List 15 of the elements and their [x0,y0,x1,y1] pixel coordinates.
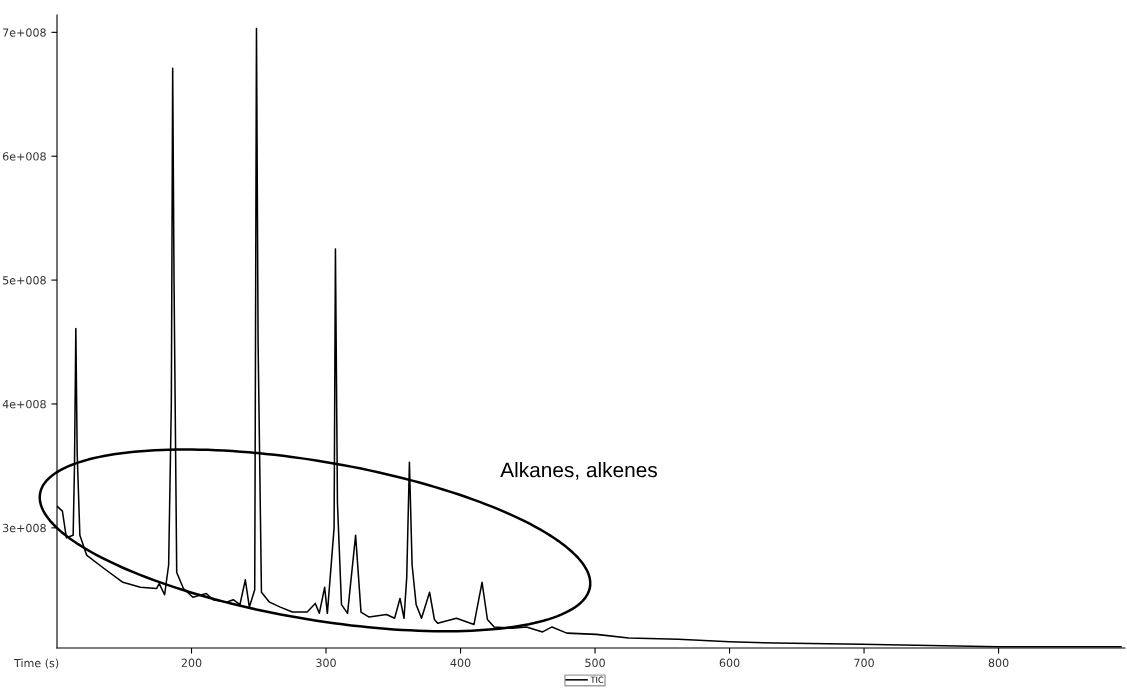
y-tick-label: 6e+008 [2,152,46,161]
x-axis-title: Time (s) [13,658,59,669]
y-tick-label: 5e+008 [3,276,46,285]
y-tick-label: 3e+008 [3,523,46,533]
x-tick-label: 600 [719,658,740,668]
x-tick-label: 400 [450,658,471,668]
x-tick-label: 500 [585,658,605,668]
legend-label: TIC [590,676,604,683]
y-tick-label: 7e+008 [3,28,46,37]
x-tick-label: 300 [316,658,336,668]
x-tick-label: 700 [854,658,874,668]
x-tick-label: 800 [988,658,1009,668]
y-tick-label: 4e+008 [2,399,46,409]
x-tick-label: 200 [181,658,202,668]
annotation: Alkanes, alkenes [500,461,657,480]
